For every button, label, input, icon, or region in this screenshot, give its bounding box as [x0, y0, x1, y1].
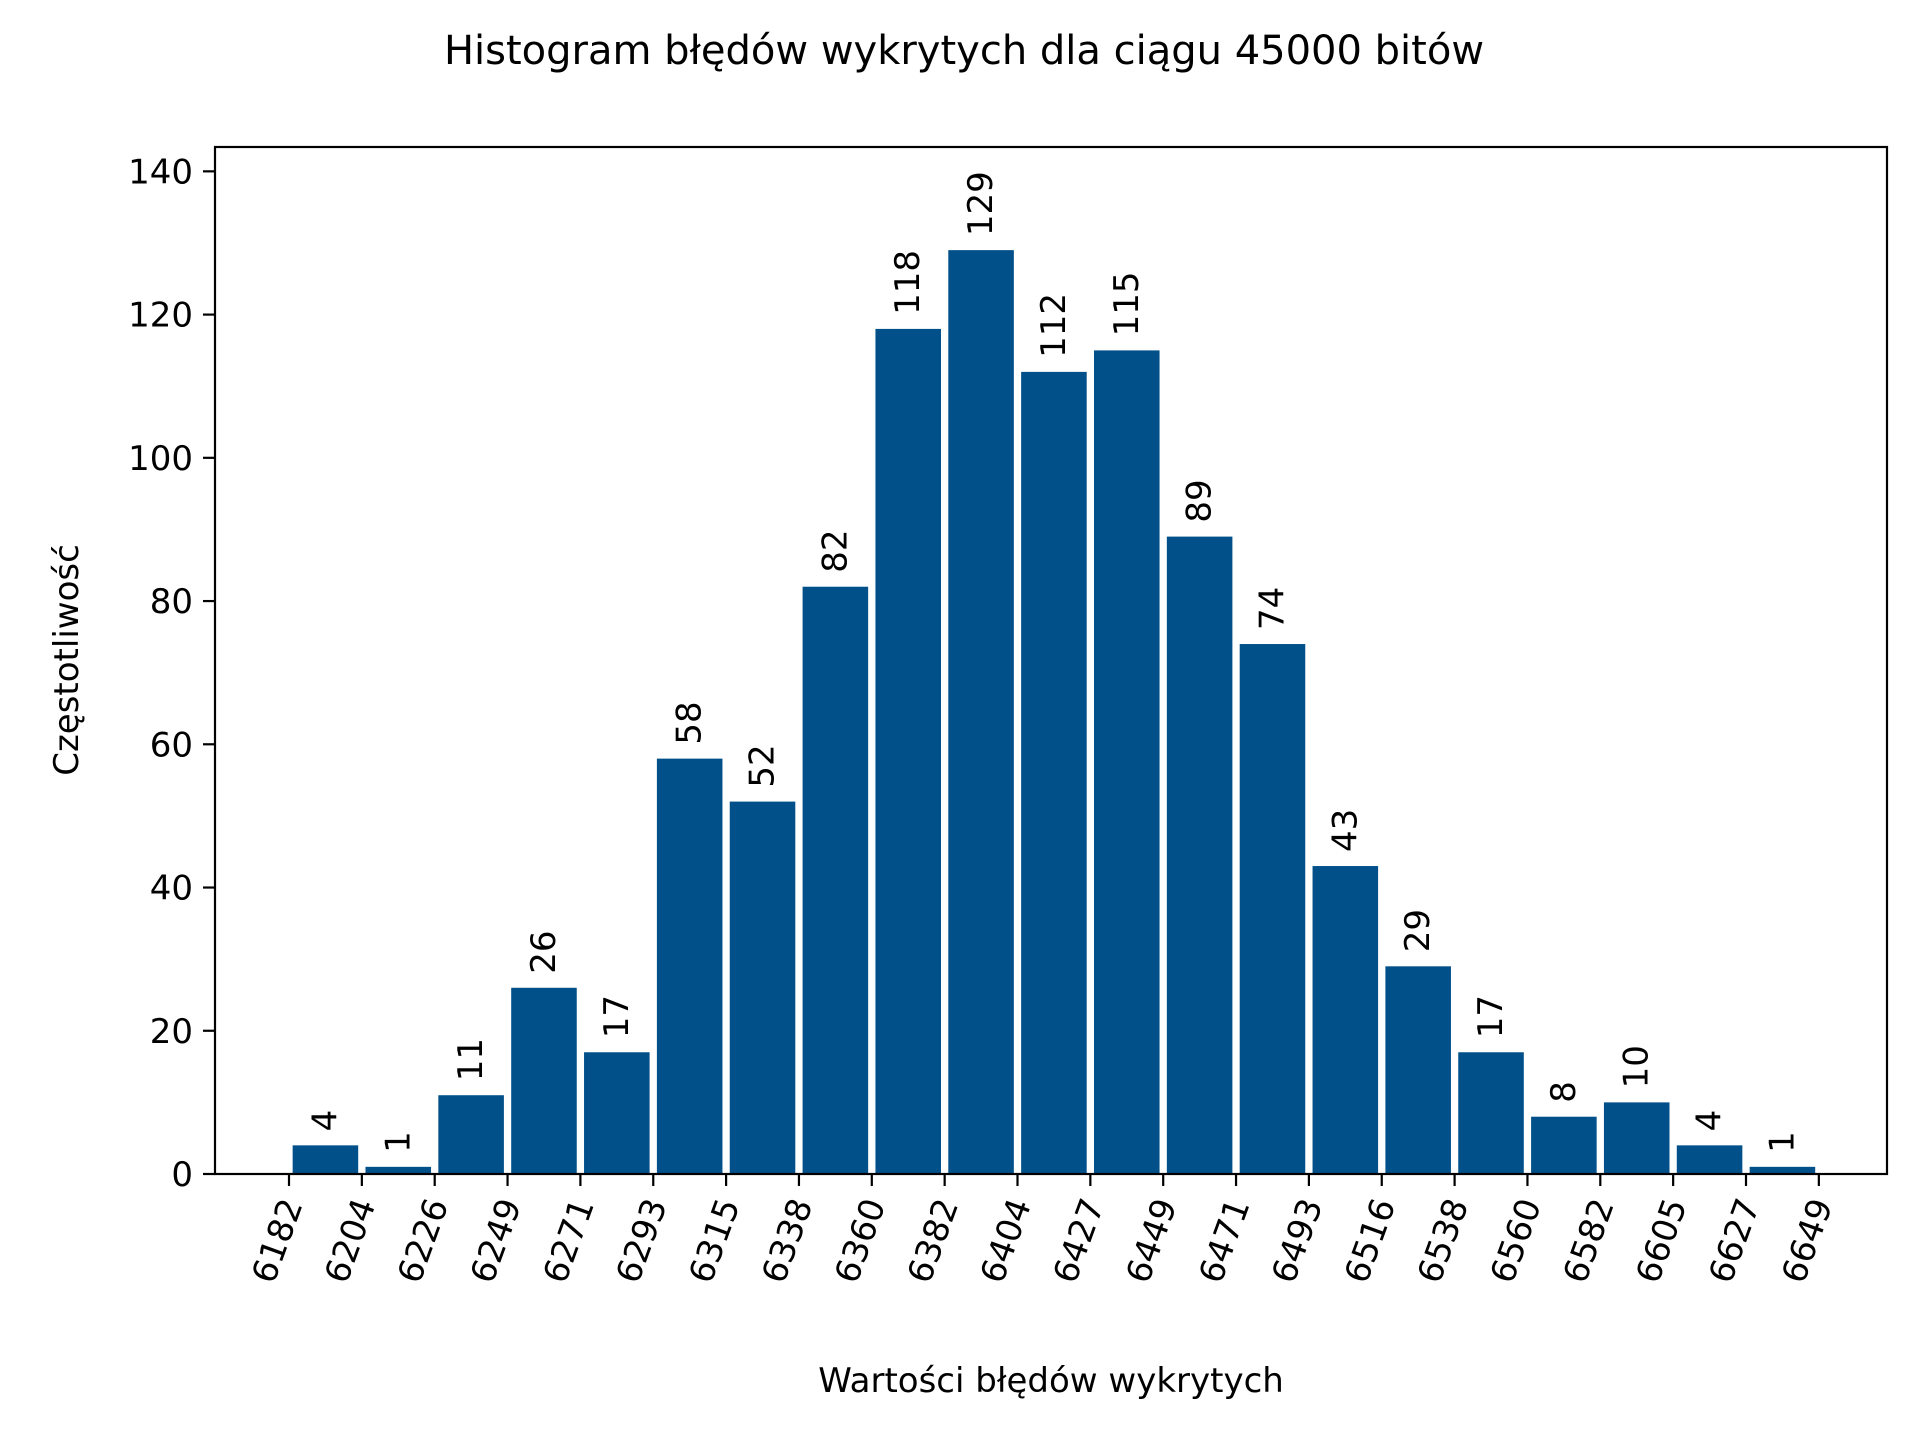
bar-value-label: 112 [1034, 293, 1074, 358]
y-tick-label: 80 [150, 582, 193, 622]
bar [1312, 866, 1379, 1174]
bar [1385, 966, 1451, 1174]
x-tick-label: 6516 [1337, 1193, 1404, 1288]
bar [584, 1052, 650, 1174]
y-axis-label: Częstotliwość [47, 544, 87, 776]
bar-value-label: 17 [597, 995, 637, 1038]
y-tick-label: 120 [128, 296, 193, 336]
bar [1676, 1145, 1743, 1174]
bars-layer [292, 250, 1816, 1174]
bar [1093, 350, 1160, 1174]
bar-value-label: 129 [961, 171, 1001, 236]
x-tick-label: 6582 [1556, 1193, 1623, 1288]
y-tick-label: 100 [128, 439, 193, 479]
bar-value-label: 10 [1617, 1045, 1657, 1088]
bar [1531, 1116, 1597, 1174]
bar [1603, 1102, 1670, 1174]
x-axis-label: Wartości błędów wykrytych [818, 1361, 1284, 1401]
plot-frame [213, 145, 1889, 1176]
y-tick-label: 0 [171, 1155, 193, 1195]
bar-value-label: 118 [888, 250, 928, 315]
x-tick-label: 6449 [1118, 1193, 1185, 1288]
x-tick-label: 6293 [609, 1193, 676, 1288]
bar [729, 801, 796, 1174]
y-tick-label: 20 [150, 1012, 193, 1052]
bar-value-label: 4 [1690, 1110, 1730, 1132]
bar [656, 758, 723, 1174]
y-tick-label: 140 [128, 152, 193, 192]
x-tick-label: 6493 [1264, 1193, 1331, 1288]
chart-title: Histogram błędów wykrytych dla ciągu 450… [444, 28, 1484, 74]
bar [1458, 1052, 1524, 1174]
bar-value-label: 58 [670, 701, 710, 744]
bar [292, 1145, 359, 1174]
y-axis: 0 20 40 60 80 100 120 140 [128, 152, 215, 1195]
bar [511, 987, 577, 1174]
x-tick-label: 6471 [1191, 1193, 1258, 1288]
bar-value-label: 1 [378, 1131, 418, 1153]
bar-value-label: 17 [1471, 995, 1511, 1038]
bar-value-label: 82 [815, 529, 855, 572]
bar-value-label: 29 [1398, 909, 1438, 952]
x-tick-label: 6427 [1046, 1193, 1113, 1288]
bar [365, 1166, 432, 1174]
bar-value-label: 74 [1252, 587, 1292, 630]
x-tick-label: 6249 [463, 1193, 530, 1288]
bar [438, 1095, 504, 1174]
bar-value-label: 11 [451, 1038, 491, 1081]
y-tick-label: 60 [150, 725, 193, 765]
bar [1749, 1166, 1816, 1174]
bar-value-label: 26 [524, 931, 564, 974]
x-tick-label: 6360 [827, 1193, 894, 1288]
x-tick-label: 6382 [900, 1193, 967, 1288]
bar [1239, 644, 1306, 1174]
bar-value-label: 4 [305, 1110, 345, 1132]
x-tick-label: 6404 [973, 1193, 1040, 1288]
bar-value-label: 89 [1180, 479, 1220, 522]
x-tick-label: 6338 [754, 1193, 821, 1288]
x-axis: 6182 6204 6226 6249 6271 6293 6315 6338 6360 6382… [244, 1174, 1841, 1288]
x-tick-label: 6605 [1628, 1193, 1695, 1288]
bar-value-label: 1 [1762, 1131, 1802, 1153]
x-tick-label: 6538 [1410, 1193, 1477, 1288]
x-tick-label: 6649 [1774, 1193, 1841, 1288]
bar [948, 250, 1014, 1174]
bar [875, 328, 941, 1174]
x-tick-label: 6271 [536, 1193, 603, 1288]
bar-value-label: 52 [743, 744, 783, 787]
bar [1021, 371, 1087, 1174]
x-tick-label: 6226 [390, 1193, 457, 1288]
bar [802, 586, 869, 1174]
x-tick-label: 6560 [1483, 1193, 1550, 1288]
x-tick-label: 6204 [317, 1193, 384, 1288]
bar [1166, 536, 1233, 1174]
bar-value-label: 115 [1107, 271, 1147, 336]
bar-value-label: 8 [1544, 1081, 1584, 1103]
y-tick-label: 40 [150, 869, 193, 909]
bar-value-label: 43 [1325, 809, 1365, 852]
x-tick-label: 6627 [1701, 1193, 1768, 1288]
x-tick-label: 6182 [244, 1193, 311, 1288]
x-tick-label: 6315 [681, 1193, 748, 1288]
